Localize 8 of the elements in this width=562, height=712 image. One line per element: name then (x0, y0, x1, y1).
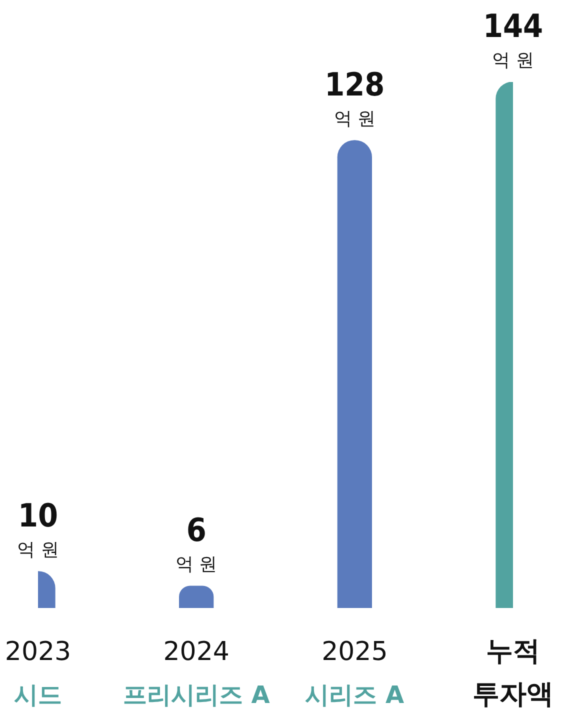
data-label: 6 억 원 (175, 511, 218, 576)
x-tick-label: 누적 투자액 (472, 636, 554, 710)
data-label: 128 억 원 (324, 65, 385, 130)
data-label: 10 억 원 (17, 496, 59, 560)
x-tick-label: 2024 프리시리즈 A (122, 637, 270, 709)
x-tick-label: 2025 시리즈 A (305, 637, 405, 709)
data-label: 144 억 원 (482, 7, 544, 71)
x-tick-label: 2023 시드 (4, 637, 72, 709)
